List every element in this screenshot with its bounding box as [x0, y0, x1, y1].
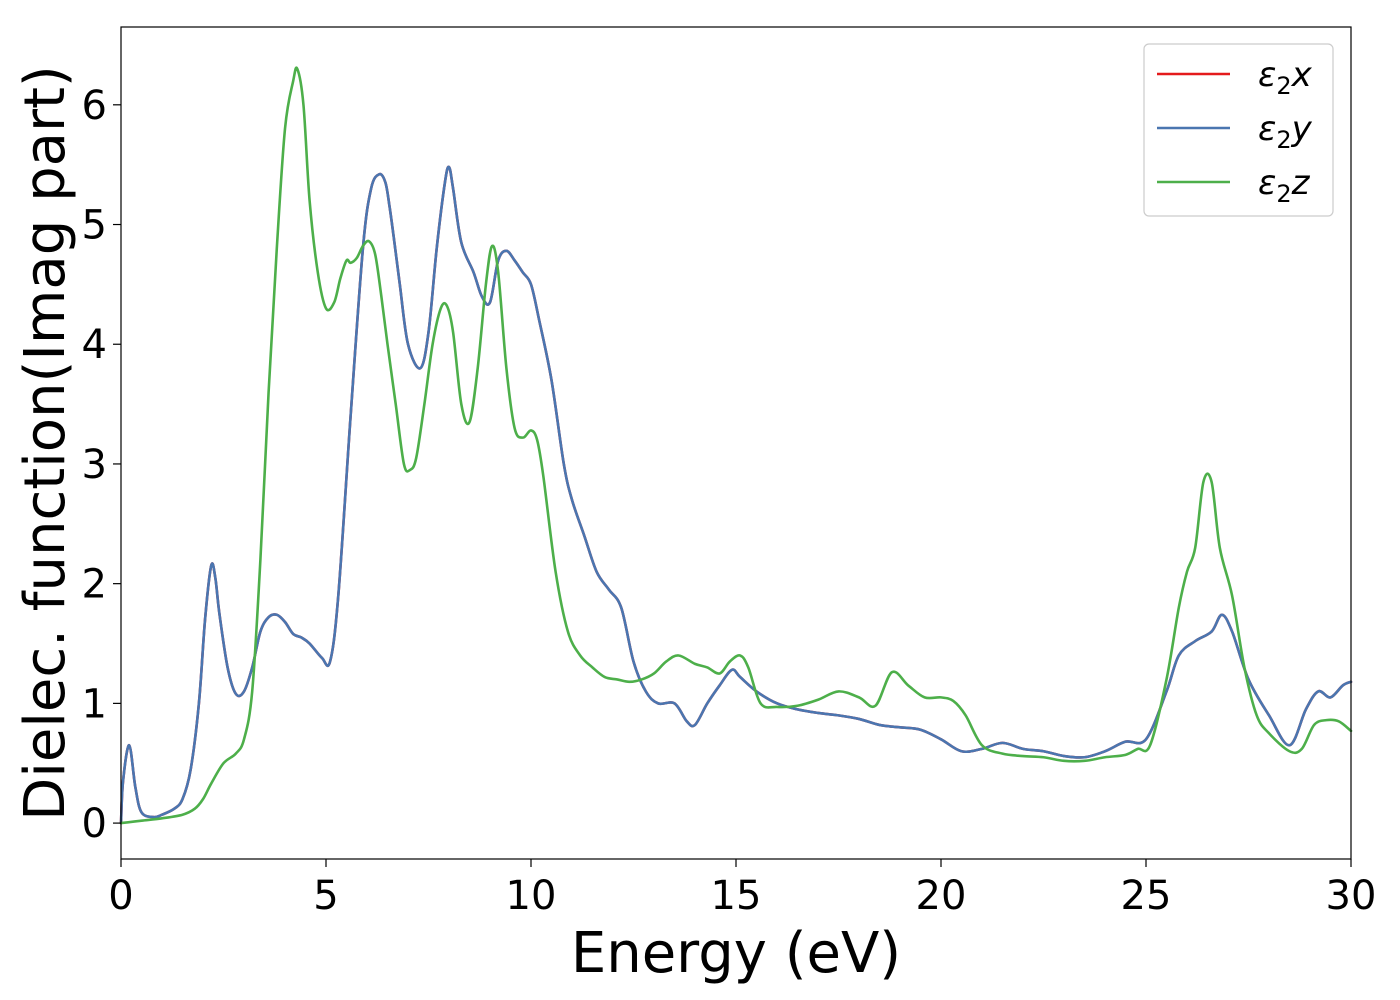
series-line-z: [119, 66, 1353, 825]
x-tick-label: 10: [506, 873, 557, 919]
y-axis: 0 1 2 3 4 5 6: [82, 83, 121, 847]
legend-label-symbol: ε: [1258, 163, 1276, 203]
y-tick-label: 6: [82, 83, 107, 129]
legend-label-subscript: 2: [1276, 72, 1291, 100]
legend-label-component: y: [1291, 109, 1313, 149]
legend-label-subscript: 2: [1276, 126, 1291, 154]
x-tick-label: 0: [108, 873, 133, 919]
legend-label-symbol: ε: [1258, 55, 1276, 95]
y-tick-label: 2: [82, 562, 107, 608]
x-axis: 0 5 10 15 20 25 30: [108, 859, 1376, 919]
y-tick-label: 5: [82, 203, 107, 249]
x-tick-label: 5: [313, 873, 338, 919]
y-tick-label: 1: [82, 681, 107, 727]
y-axis-label: Dielec. function(Imag part): [13, 65, 78, 821]
y-tick-label: 3: [82, 442, 107, 488]
legend-label-component: x: [1291, 55, 1313, 95]
legend-label-component: z: [1291, 163, 1311, 203]
x-tick-label: 15: [711, 873, 762, 919]
y-tick-label: 4: [82, 322, 107, 368]
legend-label-y: ε2y: [1258, 109, 1313, 154]
x-tick-label: 20: [916, 873, 967, 919]
legend-label-symbol: ε: [1258, 109, 1276, 149]
y-tick-label: 0: [82, 801, 107, 847]
x-axis-label: Energy (eV): [571, 921, 901, 986]
series-layer: [119, 66, 1353, 825]
legend-label-x: ε2x: [1258, 55, 1313, 100]
legend-label-z: ε2z: [1258, 163, 1311, 208]
legend-label-subscript: 2: [1276, 180, 1291, 208]
legend-frame: [1143, 43, 1334, 217]
x-tick-label: 30: [1326, 873, 1377, 919]
x-tick-label: 25: [1121, 873, 1172, 919]
series-line-y: [119, 165, 1353, 825]
